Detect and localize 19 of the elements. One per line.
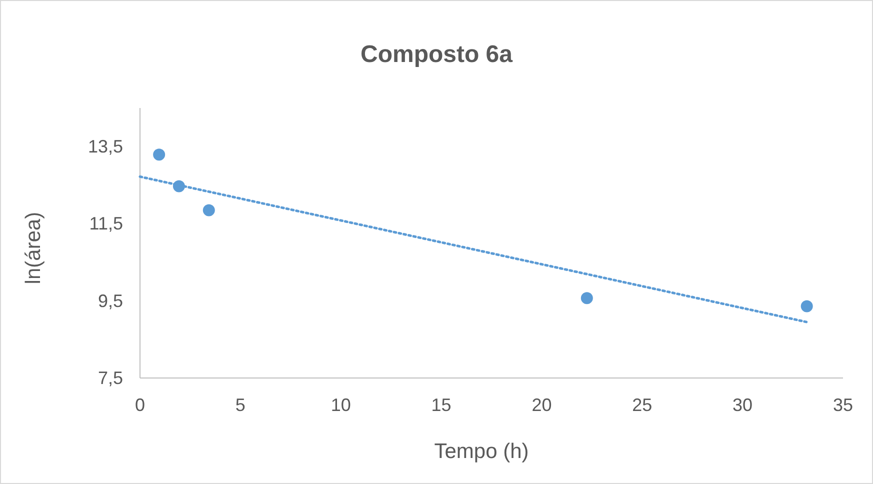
y-tick-label: 13,5 [88, 136, 123, 157]
point [202, 204, 215, 216]
y-tick-label: 7,5 [98, 368, 123, 388]
x-tick-label: 15 [431, 395, 452, 415]
x-tick-label: 10 [330, 395, 351, 415]
y-tick-label: 11,5 [89, 214, 123, 234]
point [580, 292, 593, 304]
x-tick-label: 20 [532, 395, 552, 415]
y-tick-label: 9,5 [98, 290, 123, 311]
x-tick-label: 30 [732, 395, 753, 415]
point [800, 300, 813, 312]
y-axis-title: ln(área) [22, 212, 45, 284]
x-axis-title: Tempo (h) [434, 440, 529, 463]
x-tick-label: 25 [632, 395, 652, 415]
chart-title: Composto 6a [360, 41, 514, 68]
point [153, 148, 166, 161]
x-tick-label: 5 [235, 395, 246, 415]
x-tick-label: 0 [134, 395, 146, 415]
x-tick-label: 35 [832, 395, 854, 415]
